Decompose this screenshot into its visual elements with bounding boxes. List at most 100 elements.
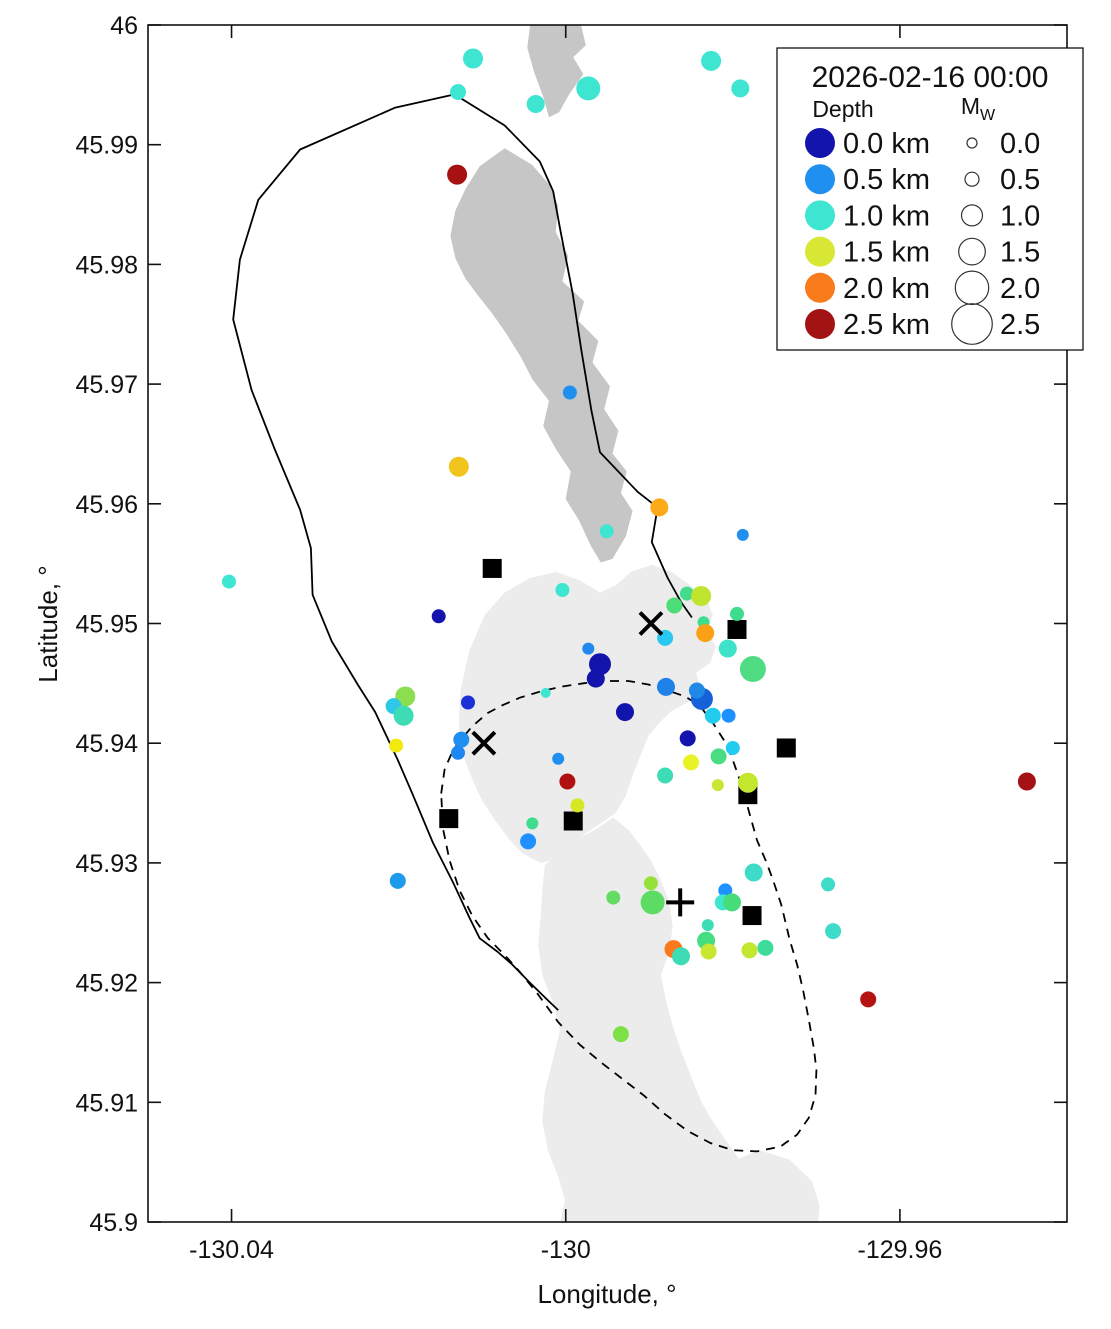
earthquake-point (1017, 772, 1036, 791)
earthquake-point (586, 669, 605, 688)
earthquake-point (657, 677, 675, 696)
earthquake-point (725, 741, 740, 755)
earthquake-point (526, 817, 539, 830)
y-tick-label: 45.91 (75, 1089, 138, 1117)
earthquake-point (679, 730, 696, 747)
legend-mw-swatch (958, 237, 986, 266)
legend-mw-label: 1.5 (1000, 237, 1040, 269)
earthquake-point (559, 773, 576, 790)
station-square (727, 619, 747, 639)
earthquake-point (683, 754, 699, 771)
earthquake-point (562, 385, 577, 400)
earthquake-point (552, 752, 565, 765)
station-square (439, 809, 459, 829)
y-axis-label: Latitude, ° (33, 565, 63, 682)
earthquake-point (389, 872, 406, 889)
legend-depth-label: 1.0 km (843, 200, 930, 232)
earthquake-point (555, 583, 570, 597)
legend-depth-header: Depth (812, 96, 873, 122)
earthquake-point (691, 586, 712, 606)
earthquake-point (582, 642, 595, 655)
earthquake-point (739, 656, 766, 682)
earthquake-point (718, 883, 733, 898)
y-tick-label: 45.9 (89, 1209, 138, 1237)
station-square (742, 906, 762, 926)
earthquake-point (393, 705, 414, 726)
legend-mw-label: 2.5 (1000, 309, 1040, 341)
earthquake-point (222, 574, 236, 589)
earthquake-point (718, 639, 737, 658)
legend-depth-label: 1.5 km (843, 237, 930, 269)
earthquake-point (606, 890, 621, 905)
earthquake-point (612, 1026, 629, 1043)
legend-depth-label: 0.5 km (843, 164, 930, 196)
legend-depth-swatch (805, 236, 835, 267)
earthquake-point (721, 708, 736, 723)
earthquake-point (688, 682, 705, 699)
earthquake-point (520, 833, 537, 850)
legend-mw-header: MW (961, 93, 996, 124)
legend-mw-label: 0.5 (1000, 164, 1040, 196)
earthquake-point (711, 779, 724, 792)
caldera-outline (232, 93, 693, 1011)
legend-mw-label: 0.0 (1000, 128, 1040, 160)
x-tick-label: -129.96 (858, 1236, 943, 1264)
plus-marker (666, 888, 695, 917)
earthquake-point (666, 597, 683, 614)
earthquake-point (643, 876, 658, 891)
earthquake-point (599, 524, 614, 539)
earthquake-point (451, 745, 465, 760)
earthquake-point (650, 498, 669, 517)
earthquake-point (701, 919, 714, 932)
x-marker (638, 611, 664, 636)
earthquake-point (616, 703, 634, 722)
earthquake-point (526, 95, 545, 113)
legend-mw-swatch (951, 303, 993, 345)
station-square (776, 738, 796, 758)
y-tick-label: 45.93 (75, 850, 138, 878)
earthquake-point (540, 687, 551, 698)
legend-mw-swatch (966, 137, 978, 149)
earthquake-point (730, 606, 744, 621)
earthquake-point (825, 923, 842, 940)
legend-mw-swatch (964, 171, 980, 187)
legend-depth-label: 2.5 km (843, 309, 930, 341)
earthquake-point (731, 79, 750, 98)
earthquake-point (463, 48, 483, 69)
legend-mw-swatch (960, 204, 984, 227)
earthquake-point (723, 893, 741, 912)
y-tick-label: 46 (110, 12, 138, 40)
earthquake-point (389, 738, 404, 753)
map-layer (222, 25, 1036, 1222)
lava-flow-dark (450, 148, 633, 563)
earthquake-point (448, 456, 469, 477)
station-square (482, 558, 502, 578)
legend-depth-swatch (805, 164, 835, 195)
legend-mw-label: 1.0 (1000, 200, 1040, 232)
earthquake-point (860, 991, 877, 1008)
lava-flow-light (458, 564, 717, 863)
earthquake-point (737, 772, 758, 793)
earthquake-point (672, 947, 690, 966)
legend-depth-swatch (805, 272, 835, 303)
earthquake-point (757, 939, 774, 956)
y-tick-label: 45.95 (75, 611, 138, 639)
legend-depth-swatch (805, 309, 835, 339)
legend-depth-swatch (805, 200, 835, 231)
y-tick-label: 45.92 (75, 970, 138, 998)
earthquake-point (453, 731, 470, 748)
x-axis-label: Longitude, ° (537, 1279, 676, 1309)
dashed-outline (440, 680, 818, 1153)
y-tick-label: 45.99 (75, 132, 138, 160)
earthquake-point (744, 863, 763, 882)
earthquake-point (447, 164, 468, 185)
earthquake-point (700, 943, 717, 960)
legend-mw-swatch (954, 270, 990, 306)
legend-depth-label: 2.0 km (843, 273, 930, 305)
station-square (563, 811, 583, 831)
lava-flow-dark (527, 25, 586, 118)
x-marker (471, 730, 497, 756)
earthquake-point (657, 767, 674, 784)
